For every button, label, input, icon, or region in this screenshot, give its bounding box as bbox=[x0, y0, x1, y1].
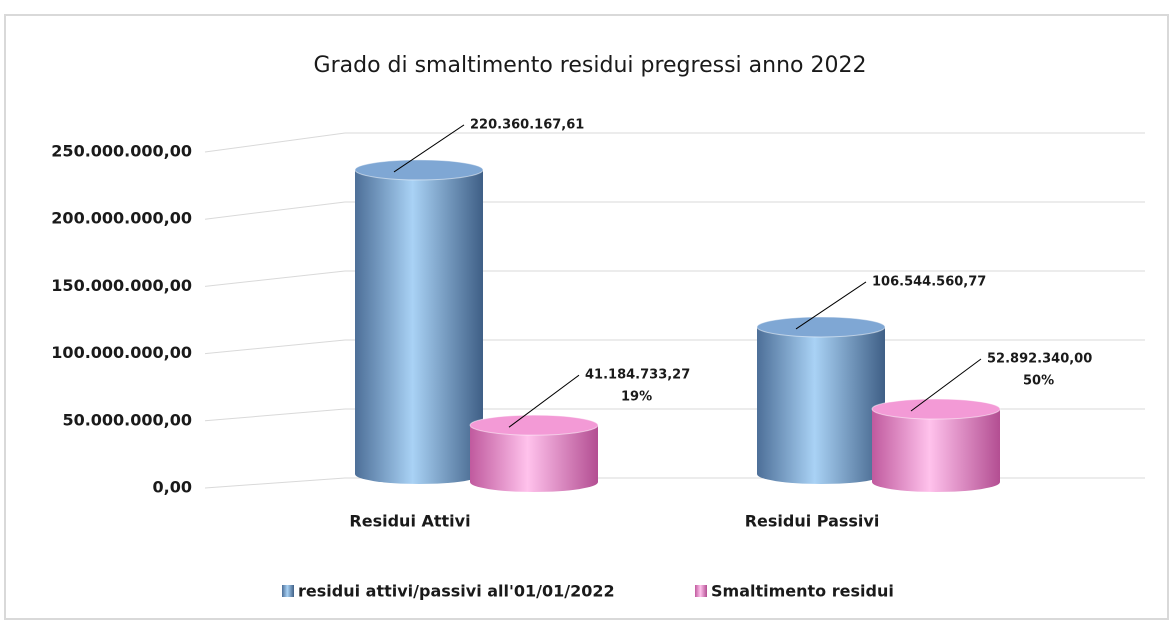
legend-swatch bbox=[695, 585, 707, 597]
y-tick-label: 200.000.000,00 bbox=[51, 209, 192, 228]
wall-grid-line bbox=[204, 270, 346, 287]
chart-title: Grado di smaltimento residui pregressi a… bbox=[314, 53, 867, 78]
wall-grid-line bbox=[204, 477, 346, 489]
cylinder-top bbox=[756, 316, 886, 338]
data-label: 41.184.733,27 bbox=[585, 368, 690, 383]
legend-label: residui attivi/passivi all'01/01/2022 bbox=[298, 582, 615, 601]
y-tick-label: 50.000.000,00 bbox=[62, 410, 192, 429]
legend-swatch bbox=[282, 585, 294, 597]
wall-grid-line bbox=[204, 408, 346, 422]
leader-line bbox=[508, 374, 580, 428]
y-tick-label: 250.000.000,00 bbox=[51, 142, 192, 161]
x-tick-label: Residui Attivi bbox=[349, 512, 470, 531]
cylinder-body bbox=[355, 169, 483, 475]
cylinder-top bbox=[354, 159, 484, 181]
data-label: 106.544.560,77 bbox=[872, 274, 986, 289]
leader-line bbox=[910, 358, 982, 412]
y-tick-label: 150.000.000,00 bbox=[51, 276, 192, 295]
cylinder-top bbox=[871, 398, 1001, 420]
cylinder-top bbox=[469, 414, 599, 436]
share-label: 50% bbox=[1023, 374, 1054, 389]
y-tick-label: 0,00 bbox=[153, 478, 192, 497]
wall-grid-line bbox=[204, 339, 346, 355]
cylinder-body bbox=[757, 326, 885, 474]
wall-grid-line bbox=[204, 201, 346, 220]
wall-grid-line bbox=[204, 132, 346, 153]
legend-label: Smaltimento residui bbox=[711, 582, 894, 601]
data-label: 220.360.167,61 bbox=[470, 117, 584, 132]
leader-line bbox=[393, 124, 465, 173]
y-tick-label: 100.000.000,00 bbox=[51, 343, 192, 362]
data-label: 52.892.340,00 bbox=[987, 352, 1092, 367]
chart-border bbox=[4, 14, 1169, 620]
share-label: 19% bbox=[621, 390, 652, 405]
x-tick-label: Residui Passivi bbox=[745, 512, 880, 531]
leader-line bbox=[795, 281, 867, 330]
cylinder-body bbox=[872, 409, 1000, 482]
